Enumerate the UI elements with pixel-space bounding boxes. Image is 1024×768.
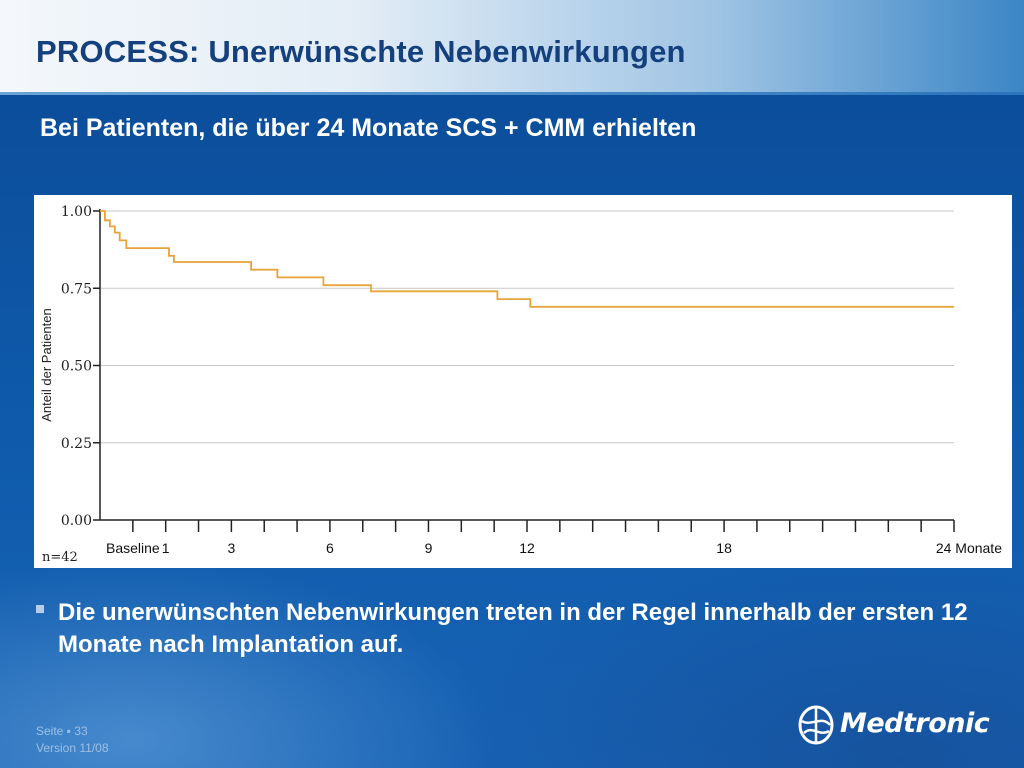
- medtronic-logo-text: Medtronic: [840, 708, 990, 739]
- bullet-square-icon: [36, 605, 44, 613]
- x-tick-labels: Baseline 1 3 6 9 12 18 24 Monate: [106, 540, 1002, 556]
- y-tick-labels: 0.00 0.25 0.50 0.75 1.00: [61, 204, 100, 529]
- title-bar-divider: [0, 92, 1024, 95]
- x-tick-label: 12: [519, 540, 535, 556]
- survival-chart: 0.00 0.25 0.50 0.75 1.00 Baseline 1 3 6 9 12 18 24 …: [39, 204, 1002, 565]
- bullet-point: Die unerwünschten Nebenwirkungen treten …: [34, 597, 974, 661]
- grid-lines: [100, 210, 954, 444]
- page-number: Seite ▪ 33: [36, 724, 88, 738]
- y-tick-label: 0.00: [61, 513, 92, 529]
- x-tick-label: 24 Monate: [936, 540, 1002, 556]
- x-tick-label: 9: [425, 540, 433, 556]
- sample-size-label: n=42: [42, 550, 78, 565]
- series-line-scs-cmm: [100, 210, 954, 308]
- y-axis-label: Anteil der Patienten: [39, 308, 54, 421]
- y-tick-label: 0.75: [61, 281, 92, 297]
- x-tick-label: 1: [162, 540, 170, 556]
- x-tick-label: 18: [716, 540, 732, 556]
- bullet-text: Die unerwünschten Nebenwirkungen treten …: [58, 599, 968, 658]
- chart-panel: 0.00 0.25 0.50 0.75 1.00 Baseline 1 3 6 9 12 18 24 …: [34, 195, 1012, 568]
- y-tick-label: 1.00: [61, 204, 92, 220]
- x-tick-label: Baseline: [106, 540, 160, 556]
- slide-subtitle: Bei Patienten, die über 24 Monate SCS + …: [40, 114, 697, 142]
- medtronic-logo-icon: [798, 705, 834, 745]
- version-label: Version 11/08: [36, 741, 109, 755]
- y-tick-label: 0.50: [61, 359, 92, 375]
- x-tick-label: 3: [227, 540, 235, 556]
- title-bar: [0, 0, 1024, 92]
- x-ticks: [132, 520, 955, 532]
- page-title: PROCESS: Unerwünschte Nebenwirkungen: [36, 34, 686, 69]
- x-tick-label: 6: [326, 540, 334, 556]
- y-tick-label: 0.25: [61, 436, 92, 452]
